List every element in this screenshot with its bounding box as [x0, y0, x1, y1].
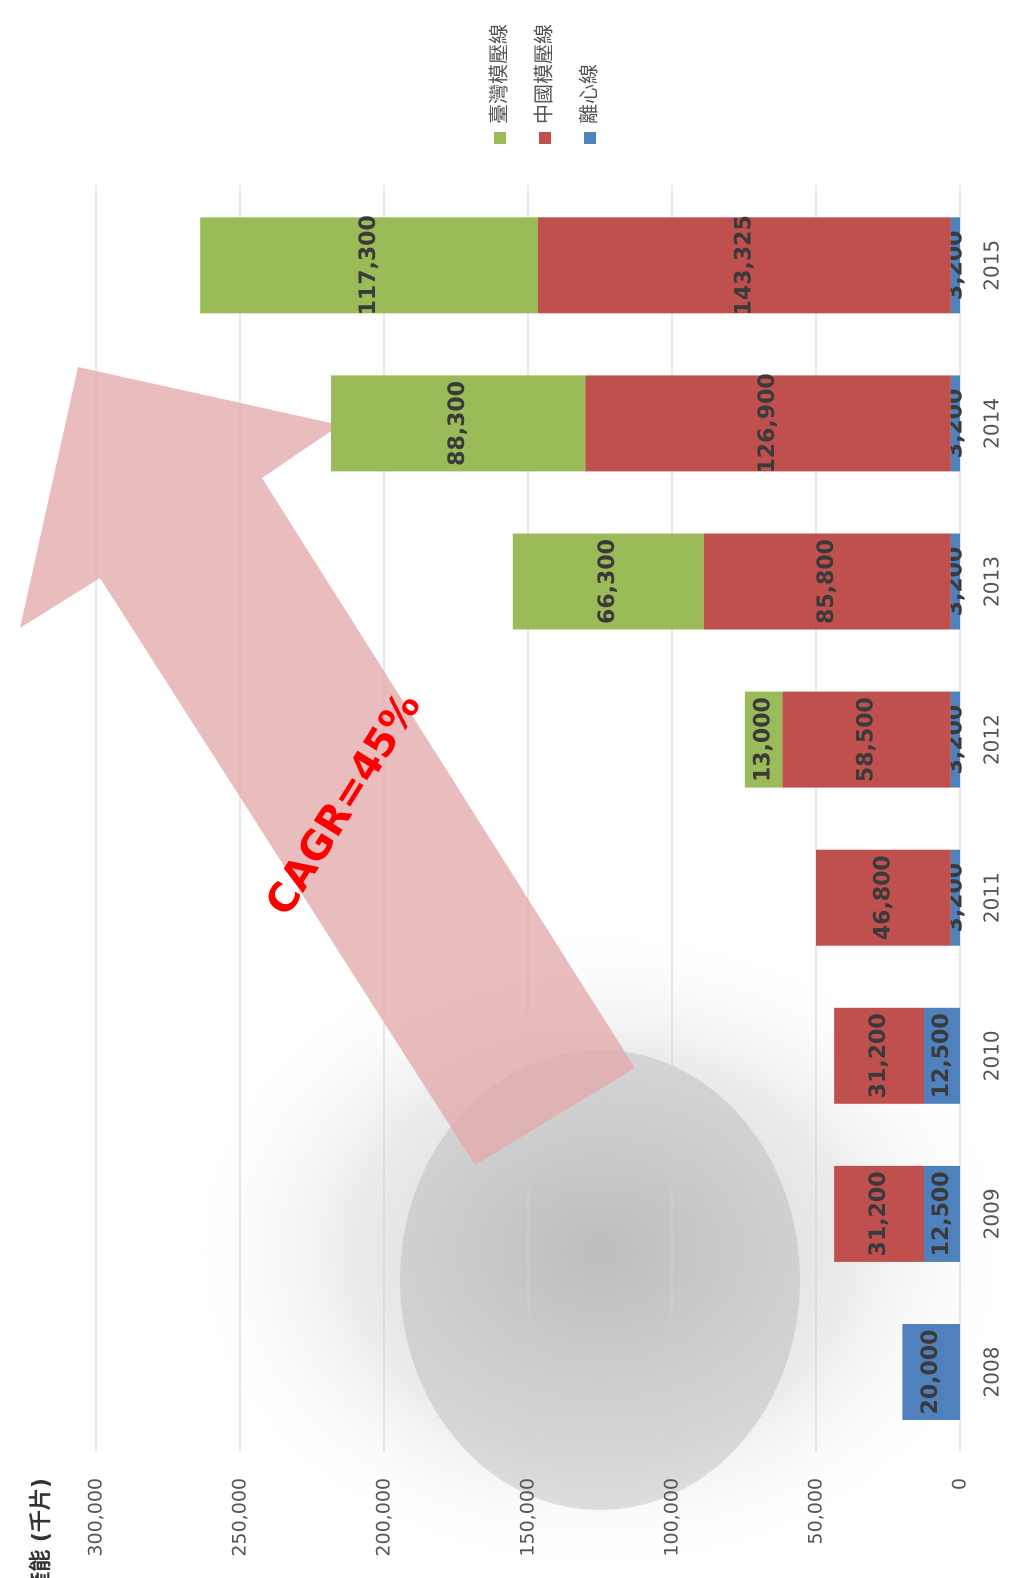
data-label: 12,500	[929, 1171, 954, 1256]
y-tick-label: 250,000	[229, 1478, 251, 1557]
x-tick-label: 2015	[980, 240, 1004, 291]
data-label: 88,300	[445, 381, 470, 466]
data-label: 31,200	[866, 1171, 891, 1256]
y-tick-label: 100,000	[661, 1478, 683, 1557]
data-label: 117,300	[356, 215, 381, 315]
legend-swatch	[584, 132, 596, 144]
bar-segment	[834, 1007, 924, 1104]
x-tick-label: 2013	[980, 556, 1004, 607]
bar-segment	[538, 217, 951, 314]
bar-segment	[924, 1007, 960, 1104]
bar-segment	[585, 375, 951, 472]
y-tick-label: 0	[949, 1478, 971, 1490]
data-label: 66,300	[595, 539, 620, 624]
data-label: 20,000	[918, 1330, 943, 1415]
legend-label: 臺灣模壓線	[487, 24, 511, 124]
y-tick-label: 200,000	[373, 1478, 395, 1557]
bars: 20,00012,50012,5003,2003,2003,2003,2003,…	[200, 215, 1004, 1420]
grid: 0 50,000 100,000 150,000 200,000 250,000 300,0…	[85, 185, 971, 1557]
bar-segment	[331, 375, 586, 472]
bar-segment	[834, 1165, 924, 1262]
data-label: 46,800	[870, 855, 895, 940]
bar-segment	[200, 217, 539, 314]
data-label: 143,325	[731, 215, 756, 315]
legend-swatch	[494, 132, 506, 144]
data-label: 85,800	[814, 539, 839, 624]
y-tick-label: 50,000	[805, 1478, 827, 1544]
growth-arrow	[20, 367, 635, 1165]
bar-segment	[703, 533, 951, 630]
bar-segment	[950, 217, 960, 314]
x-tick-label: 2011	[980, 872, 1004, 923]
bar-segment	[782, 691, 951, 788]
bar-segment	[950, 375, 960, 472]
y-tick-label: 300,000	[85, 1478, 107, 1557]
data-label: 13,000	[751, 697, 776, 782]
bar-segment	[924, 1165, 960, 1262]
x-tick-label: 2009	[980, 1188, 1004, 1239]
bar-segment	[950, 691, 960, 788]
y-tick-label: 150,000	[517, 1478, 539, 1557]
x-tick-label: 2010	[980, 1030, 1004, 1081]
data-label: 58,500	[854, 697, 879, 782]
y-axis-title: 產能 (千片)	[28, 1478, 54, 1578]
background-image	[400, 1050, 800, 1510]
legend-swatch	[539, 132, 551, 144]
bar-segment	[512, 533, 704, 630]
x-tick-label: 2014	[980, 398, 1004, 449]
x-tick-label: 2012	[980, 714, 1004, 765]
x-tick-label: 2008	[980, 1347, 1004, 1398]
bar-segment	[950, 849, 960, 946]
bar-segment	[816, 849, 951, 946]
bar-segment	[744, 691, 783, 788]
data-label: 126,900	[755, 373, 780, 473]
bar-segment	[902, 1324, 960, 1420]
background-image	[180, 920, 1019, 1578]
data-label: 31,200	[866, 1013, 891, 1098]
data-label: 12,500	[929, 1013, 954, 1098]
legend-label: 離心線	[577, 64, 601, 124]
bar-segment	[950, 533, 960, 630]
legend-label: 中國模壓線	[532, 24, 556, 124]
